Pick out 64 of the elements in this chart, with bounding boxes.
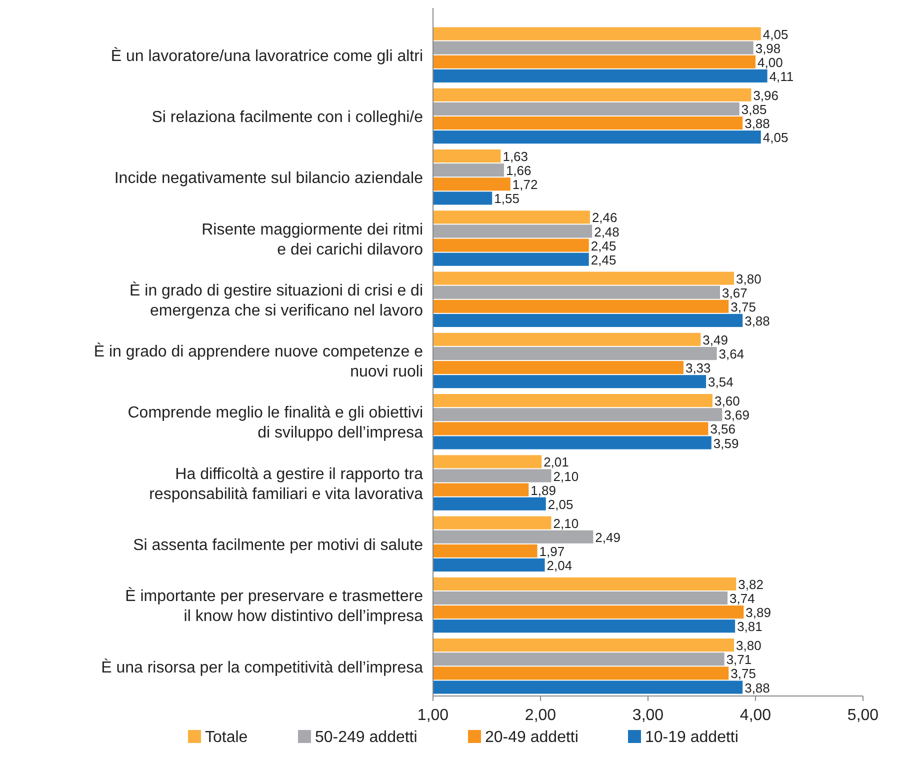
legend-label: 20-49 addetti [485, 729, 578, 746]
data-label: 1,97 [539, 544, 565, 559]
data-label: 3,74 [730, 591, 755, 606]
data-label: 4,05 [762, 26, 788, 42]
data-label: 2,04 [546, 558, 572, 574]
data-label: 2,49 [595, 530, 620, 545]
data-label: 2,48 [594, 224, 620, 240]
data-label: 2,01 [544, 454, 569, 470]
data-label: 1,55 [494, 191, 520, 206]
data-label: 3,96 [753, 88, 779, 103]
y-tick-label: Si relaziona facilmente con i colleghi/e [152, 109, 424, 126]
legend-label: Totale [205, 729, 248, 746]
data-label: 2,46 [592, 210, 618, 226]
y-tick-label: È in grado di gestire situazioni di crisi e di emergenza che si verificano nel lavoro [130, 281, 424, 320]
y-tick-label: Comprende meglio le finalità e gli obiettivi di sviluppo dell’impresa [128, 404, 424, 442]
data-label: 3,81 [737, 619, 762, 634]
data-label: 3,75 [730, 299, 756, 314]
data-label: 4,05 [762, 130, 788, 146]
data-label: 2,10 [553, 516, 579, 531]
data-label: 3,88 [744, 116, 770, 132]
x-tick-label: 3,00 [632, 707, 664, 724]
y-tick-label: Ha difficoltà a gestire il rapporto tra responsabilità familiari e vita lavorativa [149, 466, 424, 503]
data-label: 1,72 [512, 177, 538, 192]
x-tick-label: 2,00 [524, 707, 556, 724]
legend-label: 50-249 addetti [315, 729, 418, 746]
y-tick-label: È in grado di apprendere nuove competenze e nuovi ruoli [94, 342, 424, 381]
data-label: 3,75 [730, 666, 756, 682]
y-tick-label: Risente maggiormente dei ritmi e dei carichi dilavoro [202, 221, 424, 258]
x-tick-label: 1,00 [417, 707, 449, 724]
data-label: 1,66 [506, 163, 532, 178]
data-label: 2,10 [553, 468, 579, 484]
legend-label: 10-19 addetti [645, 729, 738, 746]
data-label: 3,85 [741, 102, 767, 117]
data-label: 2,05 [548, 496, 574, 512]
data-label: 3,54 [708, 374, 734, 390]
data-label: 3,56 [710, 422, 736, 437]
data-label: 1,63 [502, 149, 528, 164]
data-label: 3,98 [755, 40, 781, 56]
data-label: 4,00 [758, 54, 783, 70]
data-label: 3,71 [726, 652, 752, 668]
y-tick-label: È importante per preservare e trasmettere il know how distintivo dell’impresa [125, 587, 424, 626]
data-label: 3,33 [685, 360, 711, 376]
data-label: 3,82 [738, 576, 764, 592]
data-label: 3,60 [714, 394, 740, 409]
y-tick-label: È una risorsa per la competitività dell’impresa [101, 658, 424, 676]
y-tick-label: Si assenta facilmente per motivi di salute [133, 536, 424, 554]
data-label: 3,59 [713, 436, 739, 451]
data-label: 1,89 [530, 482, 556, 498]
data-label: 3,89 [746, 605, 771, 620]
x-tick-label: 4,00 [740, 707, 772, 724]
x-tick-label: 5,00 [847, 707, 879, 724]
data-label: 3,67 [722, 285, 748, 300]
y-tick-label: È un lavoratore/una lavoratrice come gli altri [110, 46, 423, 65]
data-label: 3,69 [724, 408, 750, 423]
y-tick-label: Incide negativamente sul bilancio aziendale [114, 170, 424, 188]
data-label: 3,80 [736, 638, 762, 654]
data-label: 2,45 [590, 252, 616, 268]
data-label: 3,88 [744, 680, 770, 696]
data-label: 4,11 [769, 68, 794, 84]
data-label: 3,80 [736, 271, 762, 286]
data-label: 3,49 [702, 332, 728, 348]
data-label: 2,45 [590, 238, 616, 254]
data-label: 3,88 [744, 314, 770, 329]
data-label: 3,64 [718, 346, 744, 362]
